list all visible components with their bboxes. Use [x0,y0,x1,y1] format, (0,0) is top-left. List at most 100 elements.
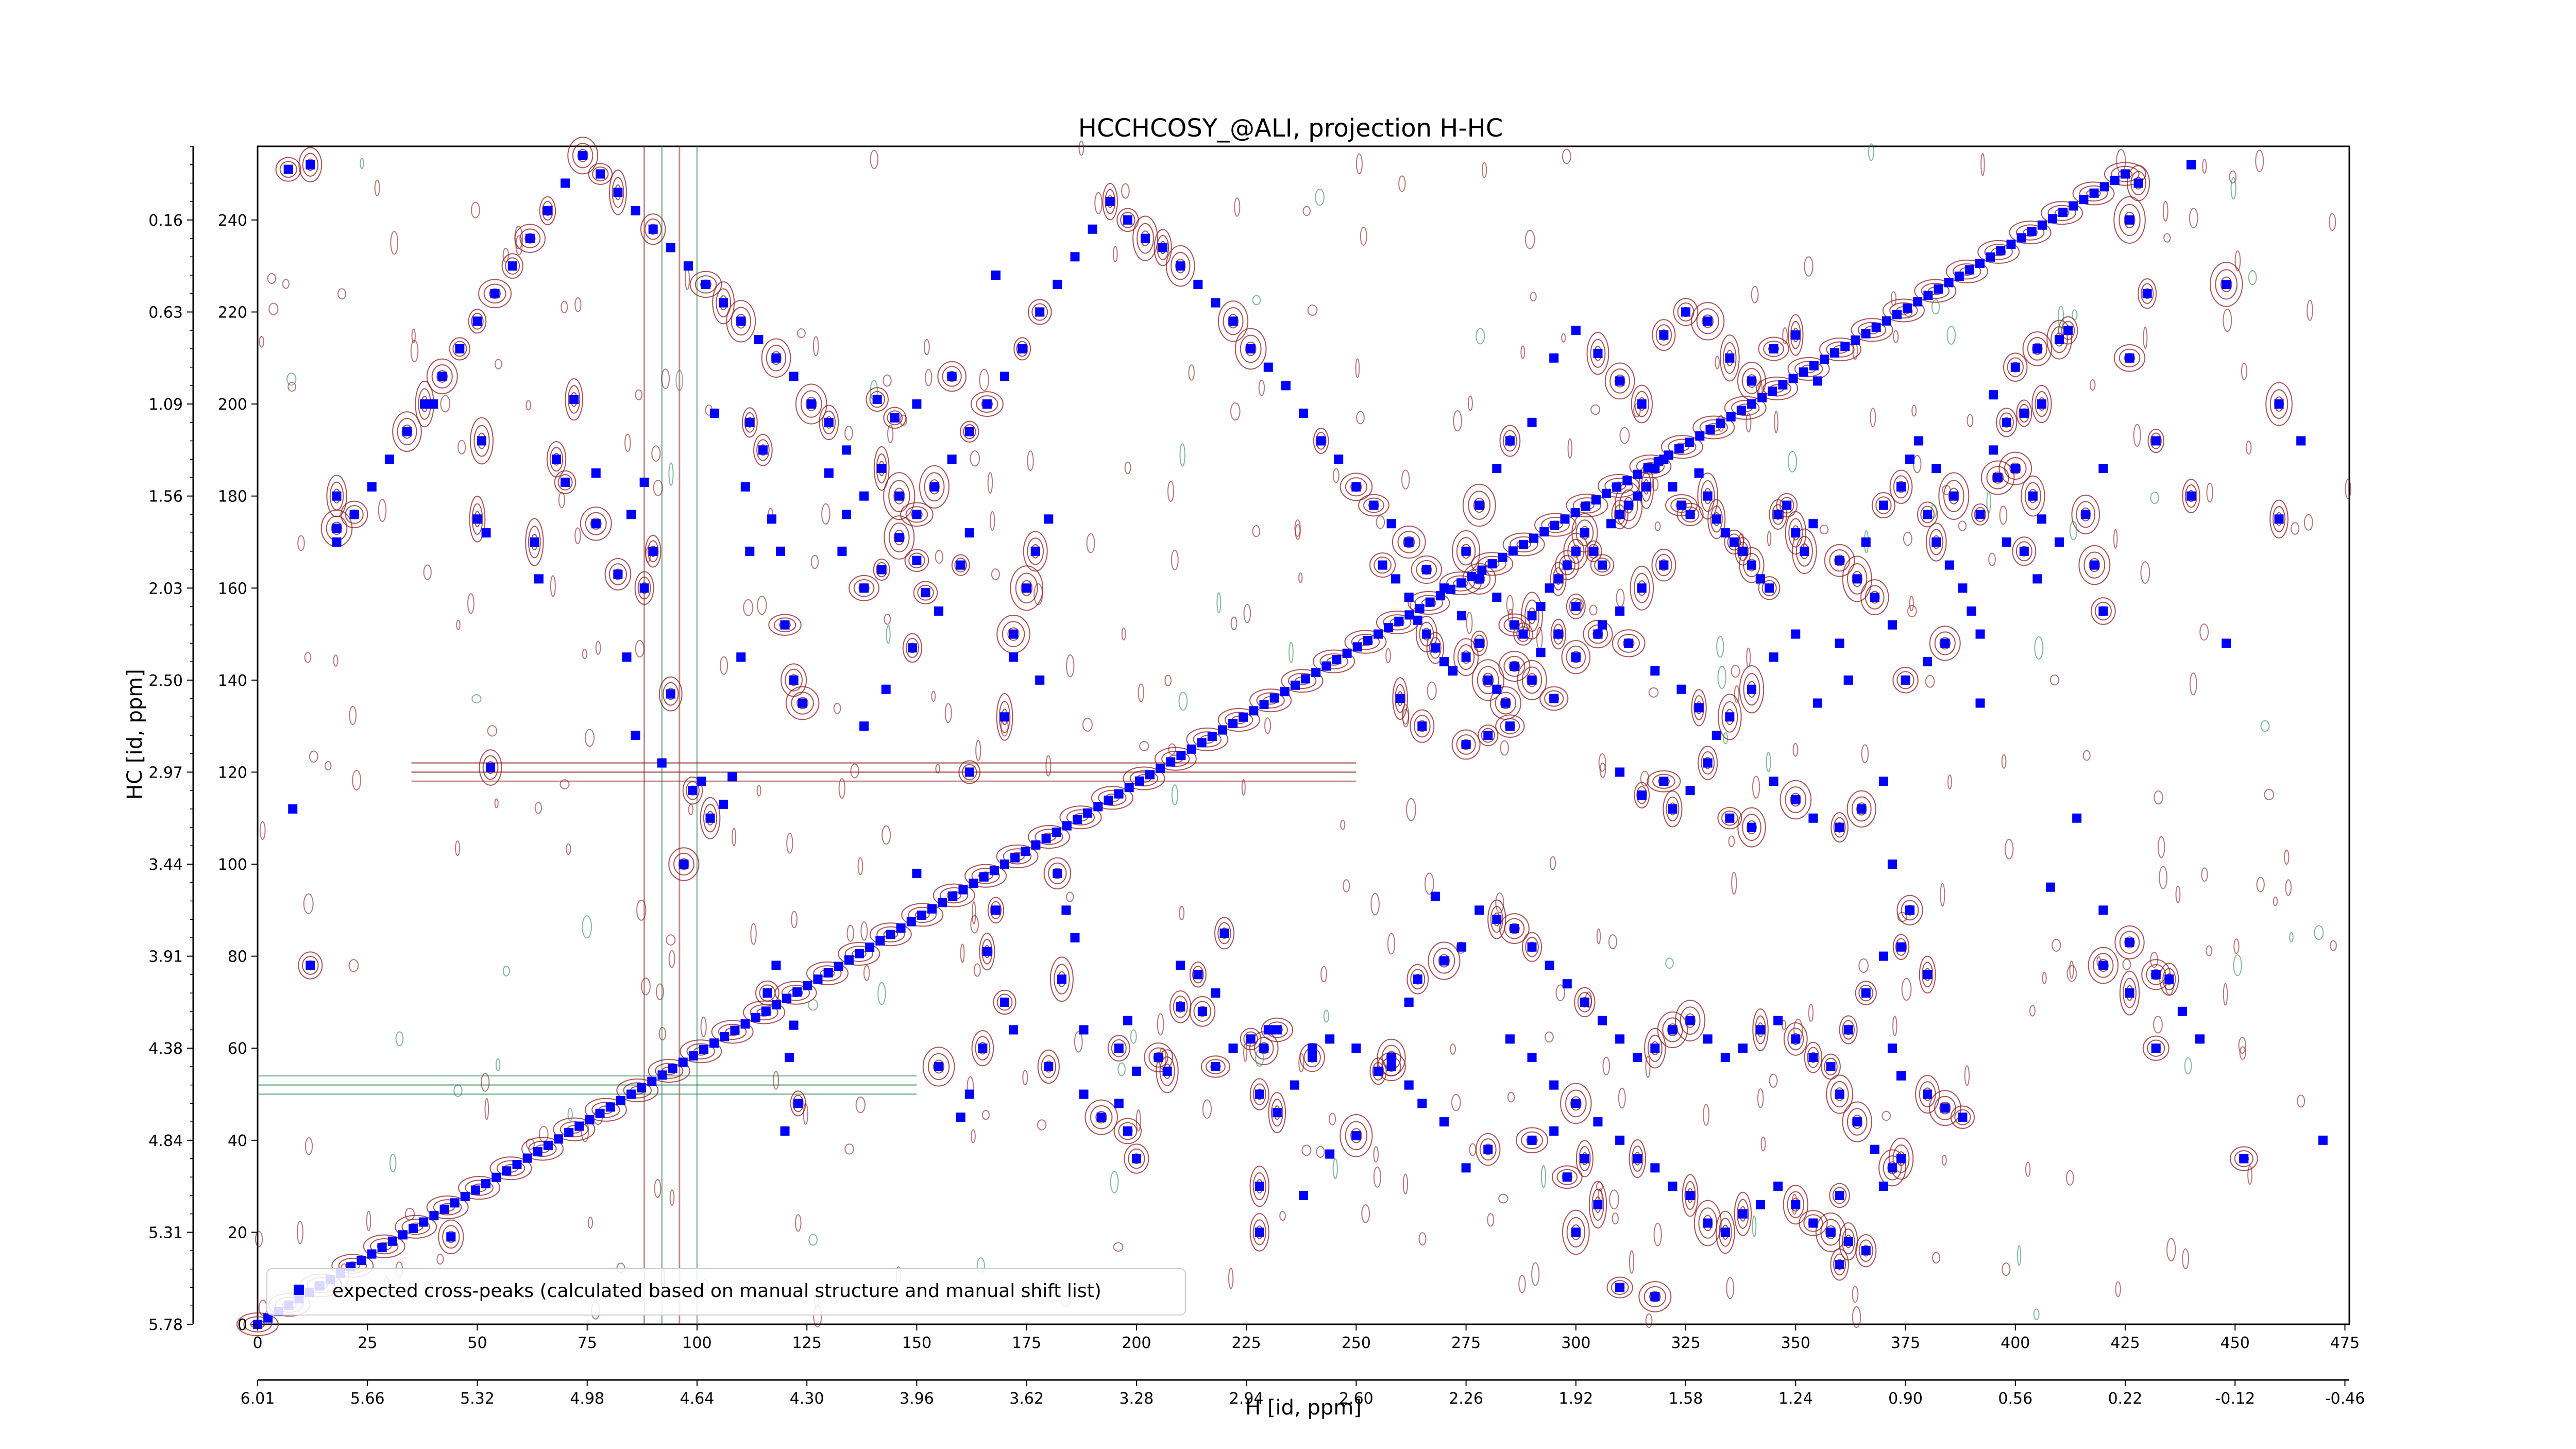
contour-blob [1652,773,1675,789]
contour-blob [2046,319,2072,360]
contour-blob [2094,601,2112,621]
contour-blob [1553,624,1564,645]
contour-blob [1470,630,1488,656]
cross-peak [1369,500,1379,510]
contour-blob [1888,1137,1914,1180]
contour-noise [2033,1308,2040,1320]
contour-noise [1387,933,1396,955]
contour-blob [1743,673,1760,706]
contour-blob [1415,616,1437,653]
cross-peak [2195,1034,2205,1044]
contour-noise [1167,481,1174,502]
contour-noise [1453,410,1462,432]
cross-peak [1510,662,1519,671]
cross-peak [1685,786,1695,796]
contour-noise [1294,519,1301,537]
contour-diagonal [1224,712,1253,728]
diagonal-peak [605,1102,615,1112]
contour-noise [1901,978,1912,1001]
contour-noise [1654,521,1661,531]
contour-blob [1892,1144,1910,1173]
contour-diagonal [401,1219,430,1235]
contour-noise [423,564,432,580]
contour-blob [1856,802,1867,816]
contour-blob [1727,533,1741,551]
contour-noise [1402,709,1410,728]
contour-noise [1138,683,1145,702]
cross-peak [2125,988,2134,998]
contour-noise [2329,213,2336,231]
contour-blob [712,281,735,325]
contour-blob [1021,580,1033,596]
contour-noise [1870,408,1876,428]
diagonal-peak [439,1204,449,1214]
contour-blob [937,361,967,392]
diagonal-peak [626,1089,636,1099]
contour-blob [1609,368,1631,394]
cross-peak [1756,574,1766,584]
diagonal-peak [1072,815,1082,824]
diagonal-peak [637,1083,647,1093]
contour-diagonal [1882,298,1925,323]
contour-blob [884,515,915,560]
contour-diagonal [1319,653,1348,670]
x-tick-label: 225 [1231,1334,1261,1352]
contour-blob [1565,1089,1587,1118]
contour-blob [905,506,928,523]
contour-blob [893,487,905,504]
diagonal-peak [367,1249,377,1259]
contour-noise [1179,905,1185,920]
contour-noise [773,1071,779,1090]
cross-peak [481,528,491,538]
diagonal-peak [1975,259,1985,268]
cross-peak [1562,1172,1572,1182]
cross-peak [1536,601,1546,611]
contour-noise [1316,1145,1325,1158]
contour-blob [2147,1039,2165,1057]
contour-blob [1790,321,1801,349]
contour-noise [1078,140,1084,156]
diagonal-peak [1352,642,1362,652]
contour-blob [1847,563,1868,595]
contour-noise [1121,183,1130,199]
contour-blob [1631,384,1653,424]
contour-noise [1645,1055,1651,1079]
contour-blob [927,1053,950,1081]
cross-peak [745,417,755,427]
contour-noise [2223,983,2228,1006]
contour-noise [960,943,965,963]
contour-blob [1521,1131,1543,1150]
x-ppm-tick-label: 0.22 [2108,1390,2143,1408]
cross-peak [1545,961,1554,970]
contour-blob [946,370,957,382]
contour-noise [786,833,793,854]
contour-blob [741,407,758,438]
contour-diagonal [1851,318,1893,342]
contour-noise [1932,1252,1941,1264]
contour-noise [2297,1094,2306,1108]
contour-noise [2082,750,2091,761]
contour-noise [1757,1088,1764,1108]
contour-noise [2256,877,2265,892]
diagonal-peak [958,885,968,895]
contour-noise [1774,410,1778,433]
contour-blob [302,956,319,975]
contour-noise [2150,492,2159,504]
contour-blob [608,563,627,585]
contour-blob [1799,1210,1828,1236]
contour-blob [473,425,490,457]
cross-peak [1510,620,1519,630]
contour-blob [1723,342,1737,374]
contour-blob [612,177,624,208]
contour-noise [1618,1087,1626,1109]
contour-blob [900,502,934,527]
contour-noise [1986,491,1991,514]
contour-blob [1374,556,1392,574]
contour-blob [1710,506,1723,533]
contour-blob [1471,659,1504,701]
contour-blob [1095,1111,1108,1124]
cross-peak [1624,500,1634,510]
contour-noise [1117,1062,1126,1076]
cross-peak [2010,362,2020,372]
contour-noise [1202,1099,1212,1119]
